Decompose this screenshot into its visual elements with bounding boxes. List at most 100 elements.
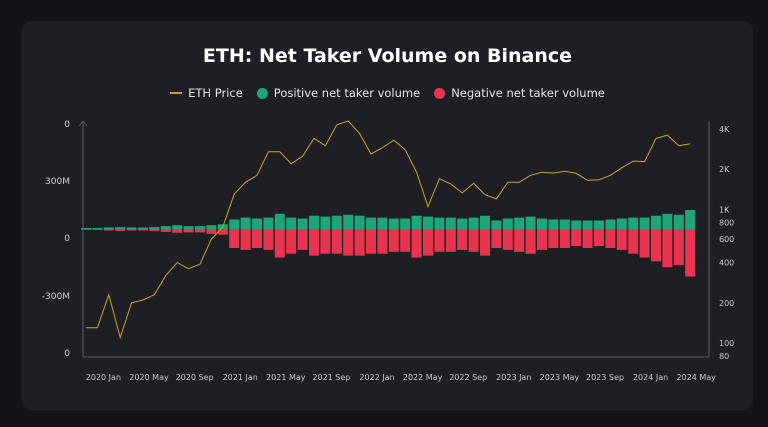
negative-volume-bar xyxy=(673,229,684,266)
negative-volume-bar xyxy=(377,229,388,254)
negative-volume-bar xyxy=(480,229,490,256)
legend-label: Positive net taker volume xyxy=(273,86,421,100)
x-tick-label: 2023 May xyxy=(540,373,580,382)
negative-volume-bar xyxy=(548,229,559,248)
negative-volume-bar xyxy=(160,229,171,232)
positive-volume-bar xyxy=(491,220,502,229)
positive-volume-bar xyxy=(331,215,342,229)
x-tick-label: 2023 Jan xyxy=(496,373,531,382)
left-tick-label: 0 xyxy=(64,234,70,244)
negative-volume-bar xyxy=(343,229,354,256)
negative-volume-bar xyxy=(149,229,160,231)
positive-volume-bar xyxy=(297,218,308,229)
negative-volume-bar xyxy=(594,229,604,247)
negative-volume-bar xyxy=(126,229,137,231)
positive-volume-bar xyxy=(685,210,696,229)
negative-volume-bar xyxy=(331,229,342,254)
negative-volume-bar xyxy=(206,229,217,234)
negative-volume-bar xyxy=(195,229,205,233)
positive-volume-bar xyxy=(502,218,513,229)
positive-volume-bar xyxy=(92,228,103,229)
chart-title: ETH: Net Taker Volume on Binance xyxy=(202,45,573,67)
negative-volume-bar xyxy=(81,229,91,230)
positive-volume-bar xyxy=(126,227,137,229)
right-tick-label: 400 xyxy=(719,259,734,268)
chart-card: ETH: Net Taker Volume on Binance ETH Pri… xyxy=(22,21,753,410)
right-tick-label: 4K xyxy=(719,125,730,134)
negative-volume-bar xyxy=(183,229,194,233)
left-tick-label: 0 xyxy=(64,349,70,359)
positive-volume-bar xyxy=(103,227,114,229)
positive-volume-bar xyxy=(115,227,126,229)
legend-item-price[interactable]: ETH Price xyxy=(170,86,243,100)
positive-volume-bar xyxy=(343,214,354,229)
x-tick-label: 2023 Sep xyxy=(586,373,624,382)
legend-item-positive[interactable]: Positive net taker volume xyxy=(256,86,421,100)
negative-volume-bar xyxy=(388,229,399,252)
dot-swatch-icon xyxy=(256,87,268,99)
x-tick-label: 2022 Jan xyxy=(359,373,394,382)
negative-volume-bar xyxy=(651,229,661,262)
negative-volume-bar xyxy=(582,229,593,248)
negative-volume-bar xyxy=(297,229,308,250)
negative-volume-bar xyxy=(502,229,513,250)
negative-volume-bar xyxy=(457,229,468,250)
negative-volume-bar xyxy=(411,229,422,258)
x-tick-label: 2020 Sep xyxy=(176,373,214,382)
negative-volume-bar xyxy=(217,229,228,235)
positive-volume-bar xyxy=(548,219,559,229)
legend-item-negative[interactable]: Negative net taker volume xyxy=(434,86,605,100)
x-tick-label: 2020 May xyxy=(129,373,169,382)
positive-volume-bar xyxy=(616,218,627,229)
positive-volume-bar xyxy=(445,217,456,229)
positive-volume-bar xyxy=(81,228,91,229)
axis-arrow-icon xyxy=(78,120,88,127)
positive-volume-bar xyxy=(537,218,547,229)
positive-volume-bar xyxy=(605,219,616,229)
negative-volume-bar xyxy=(92,229,103,230)
positive-volume-bar xyxy=(263,217,274,229)
right-tick-label: 2K xyxy=(719,165,730,174)
negative-volume-bar xyxy=(514,229,525,252)
positive-volume-bar xyxy=(195,226,205,229)
left-tick-label: -300M xyxy=(42,292,70,302)
positive-volume-bar xyxy=(571,220,582,229)
positive-volume-bar xyxy=(286,217,297,229)
positive-volume-bar xyxy=(160,226,171,229)
negative-volume-bar xyxy=(628,229,639,254)
negative-volume-bar xyxy=(115,229,126,231)
right-tick-label: 100 xyxy=(719,339,734,348)
positive-volume-bar xyxy=(229,219,240,229)
positive-volume-bar xyxy=(514,217,525,229)
negative-volume-bar xyxy=(537,229,547,250)
right-tick-label: 800 xyxy=(719,218,734,227)
positive-volume-bar xyxy=(662,213,673,229)
positive-volume-bar xyxy=(206,225,217,229)
negative-volume-bar xyxy=(320,229,331,254)
positive-volume-bar xyxy=(651,215,661,229)
negative-volume-bar xyxy=(263,229,274,250)
positive-volume-bar xyxy=(320,216,331,229)
positive-volume-bar xyxy=(434,217,445,229)
positive-volume-bar xyxy=(628,217,639,229)
left-tick-label: 300M xyxy=(45,177,70,187)
positive-volume-bar xyxy=(274,213,285,229)
legend-label: Negative net taker volume xyxy=(451,86,605,100)
positive-volume-bar xyxy=(480,215,490,229)
x-tick-label: 2024 Jan xyxy=(633,373,668,382)
negative-volume-bar xyxy=(662,229,673,267)
x-tick-label: 2021 Sep xyxy=(312,373,350,382)
positive-volume-bar xyxy=(594,220,604,229)
right-tick-label: 1K xyxy=(719,205,730,214)
positive-volume-bar xyxy=(309,215,319,229)
dot-swatch-icon xyxy=(434,87,446,99)
positive-volume-bar xyxy=(366,217,376,229)
negative-volume-bar xyxy=(445,229,456,252)
positive-volume-bar xyxy=(525,216,536,229)
negative-volume-bar xyxy=(468,229,479,252)
legend-label: ETH Price xyxy=(188,86,243,100)
positive-volume-bar xyxy=(639,217,650,229)
positive-volume-bar xyxy=(559,219,570,229)
positive-volume-bar xyxy=(252,218,262,229)
